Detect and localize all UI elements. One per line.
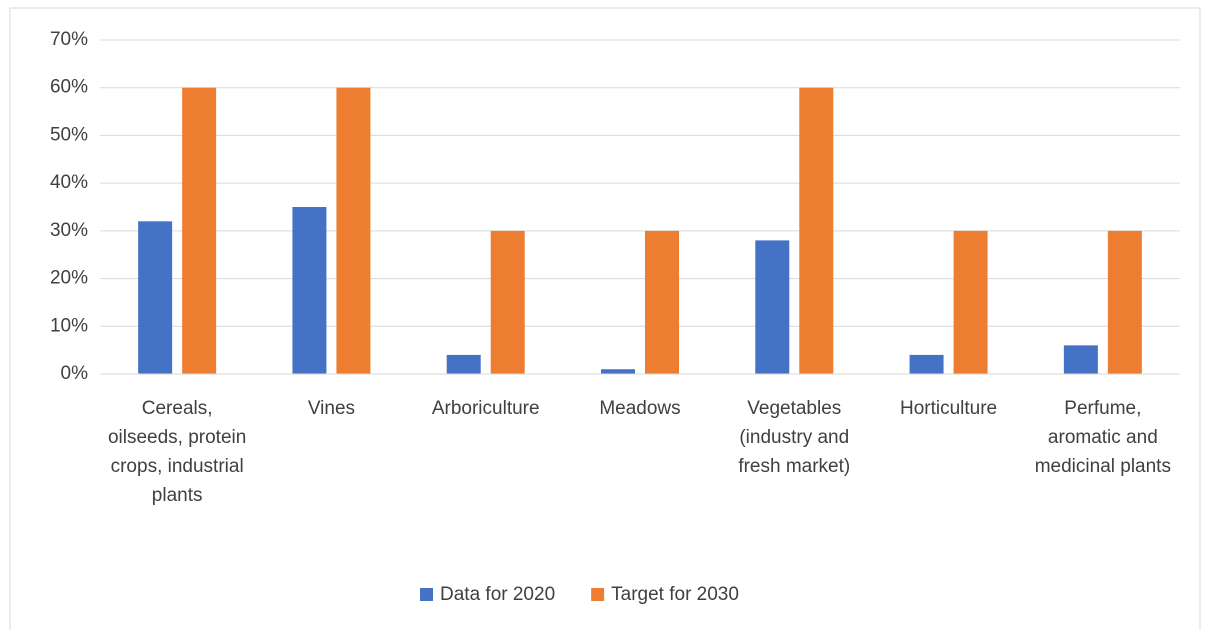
x-tick-label: Cereals, oilseeds, protein crops, indust… [107, 398, 247, 506]
y-tick-label: 50% [50, 124, 88, 145]
y-tick-label: 30% [50, 220, 88, 241]
chart-frame [9, 7, 1201, 630]
bar [336, 87, 371, 374]
legend-swatch [420, 588, 433, 601]
x-tick-label: Vines [307, 398, 356, 419]
bar [182, 87, 217, 374]
bar [799, 87, 834, 374]
y-tick-label: 40% [50, 172, 88, 193]
bar [1063, 345, 1098, 374]
legend-swatch [591, 588, 605, 601]
bar [953, 230, 988, 374]
bar [1107, 230, 1142, 374]
x-tick-label: Horticulture [899, 398, 998, 419]
legend-label: Target for 2030 [611, 584, 739, 605]
bar [909, 354, 944, 374]
bar [138, 221, 173, 374]
bar [446, 354, 481, 374]
y-tick-label: 60% [50, 77, 88, 98]
x-tick-label: Vegetables (industry and fresh market) [738, 398, 851, 477]
x-tick-label: Arboriculture [431, 398, 540, 419]
x-tick-label: Meadows [599, 398, 681, 419]
legend-label: Data for 2020 [440, 584, 555, 605]
bar [601, 369, 635, 374]
y-tick-label: 0% [61, 363, 89, 384]
bar [292, 207, 327, 374]
y-tick-label: 70% [50, 29, 88, 50]
bar [755, 240, 790, 374]
bar [490, 230, 525, 374]
bar [645, 230, 679, 374]
y-tick-label: 10% [50, 315, 88, 336]
x-tick-label: Perfume, aromatic and medicinal plants [1034, 398, 1171, 477]
y-tick-label: 20% [50, 268, 88, 289]
